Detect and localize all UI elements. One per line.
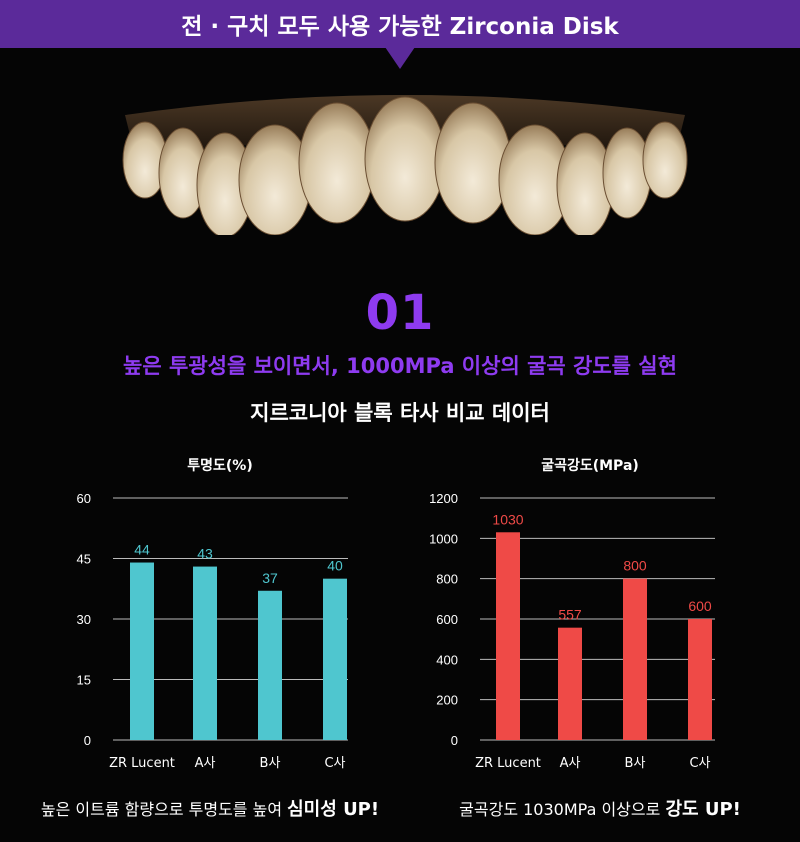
caption-transparency-text: 높은 이트륨 함량으로 투명도를 높여 <box>40 800 288 819</box>
chart2-title: 굴곡강도(MPa) <box>541 458 639 474</box>
x-tick-label: ZR Lucent <box>475 756 541 771</box>
y-tick-label: 15 <box>77 673 91 688</box>
y-tick-label: 600 <box>436 612 458 627</box>
y-tick-label: 400 <box>436 652 458 667</box>
x-tick-label: ZR Lucent <box>109 756 175 771</box>
chart1-title: 투명도(%) <box>187 458 253 474</box>
caption-strength-text: 굴곡강도 1030MPa 이상으로 <box>459 800 666 819</box>
x-tick-label: C사 <box>689 756 710 771</box>
top-banner: 전 · 구치 모두 사용 가능한 Zirconia Disk <box>0 0 800 48</box>
banner-pointer <box>385 47 415 69</box>
y-tick-label: 60 <box>77 491 91 506</box>
data-label: 44 <box>134 542 150 558</box>
data-label: 557 <box>558 607 582 623</box>
x-tick-label: B사 <box>260 756 281 771</box>
bar <box>558 627 582 740</box>
x-tick-label: C사 <box>324 756 345 771</box>
data-label: 800 <box>623 558 647 574</box>
bar <box>623 578 647 740</box>
x-tick-label: A사 <box>195 756 216 771</box>
section-subheadline: 지르코니아 블록 타사 비교 데이터 <box>250 401 550 425</box>
data-label: 40 <box>327 558 343 574</box>
transparency-chart: 0 15 30 45 60 44 ZR Lucent 43 A사 37 B사 40 C사 <box>77 491 348 771</box>
y-tick-label: 45 <box>77 552 91 567</box>
data-label: 600 <box>688 598 712 614</box>
y-tick-label: 200 <box>436 693 458 708</box>
y-tick-label: 800 <box>436 572 458 587</box>
section-headline: 높은 투광성을 보이면서, 1000MPa 이상의 굴곡 강도를 실현 <box>123 354 677 378</box>
bar <box>130 562 154 740</box>
banner-text: 전 · 구치 모두 사용 가능한 Zirconia Disk <box>181 14 619 40</box>
teeth-photo <box>122 95 688 235</box>
bar <box>258 590 282 740</box>
flexural-strength-chart: 0 200 400 600 800 1000 1200 1030 ZR Lucent 557 A사 8… <box>429 491 715 771</box>
y-tick-label: 1000 <box>429 531 458 546</box>
y-tick-label: 0 <box>84 733 91 748</box>
section-number: 01 <box>365 285 435 341</box>
caption-strength: 굴곡강도 1030MPa 이상으로 강도 UP! <box>405 795 795 821</box>
data-label: 37 <box>262 570 278 586</box>
data-label: 43 <box>197 546 213 562</box>
y-tick-label: 1200 <box>429 491 458 506</box>
x-tick-label: B사 <box>625 756 646 771</box>
bar <box>193 566 217 740</box>
bar <box>323 578 347 740</box>
caption-transparency: 높은 이트륨 함량으로 투명도를 높여 심미성 UP! <box>15 795 405 821</box>
caption-strength-strong: 강도 UP! <box>665 799 741 820</box>
y-tick-label: 30 <box>77 612 91 627</box>
data-label: 1030 <box>492 511 523 527</box>
y-tick-label: 0 <box>451 733 458 748</box>
bar <box>496 532 520 740</box>
x-tick-label: A사 <box>560 756 581 771</box>
bar <box>688 619 712 740</box>
caption-transparency-strong: 심미성 UP! <box>287 799 380 820</box>
